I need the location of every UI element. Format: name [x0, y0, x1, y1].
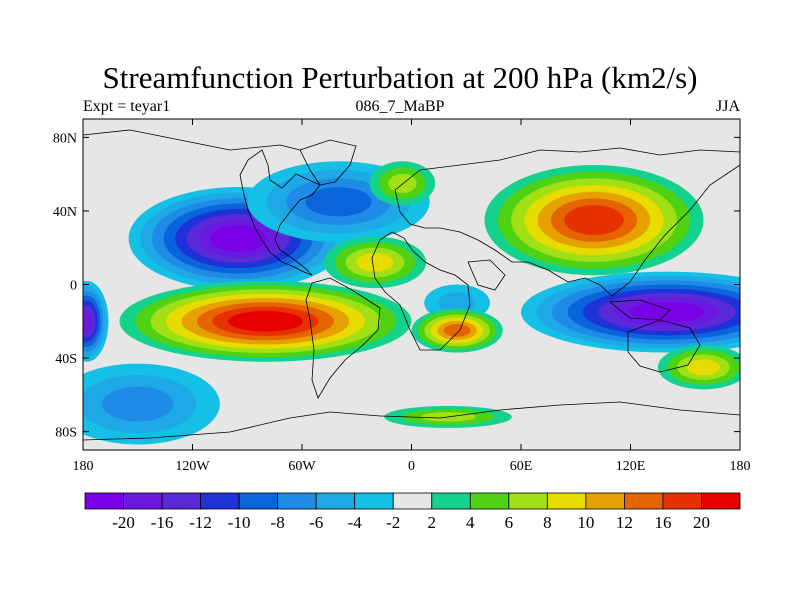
x-tick-label: 60W: [288, 459, 316, 474]
coast-eurasia: [394, 147, 740, 297]
colorbar-label: 12: [616, 513, 633, 532]
colorbar-label: -12: [189, 513, 212, 532]
map-title: Streamfunction Perturbation at 200 hPa (…: [102, 60, 698, 95]
field-contour-5-1: [438, 292, 477, 314]
y-tick-label: 40N: [53, 205, 77, 220]
colorbar-swatch: [662, 492, 702, 510]
colorbar: -20 -16 -12 -10 -8 -6 -4 -2 2 4 6 8 10 12 16 20: [84, 492, 741, 532]
colorbar-swatch: [161, 492, 201, 510]
x-tick-label: 180: [730, 459, 751, 474]
field-contour-10-3: [356, 253, 394, 272]
field-contour-9-2: [388, 173, 417, 193]
field-contour-0-7: [210, 225, 267, 252]
field-contour-8-5: [443, 324, 471, 337]
colorbar-label: -20: [112, 513, 135, 532]
season-label: JJA: [715, 98, 740, 115]
colorbar-label: 20: [693, 513, 710, 532]
map-axes: 180 120W 60W 0 60E 120E 180 80N 40N 0 40S 80S: [53, 119, 751, 474]
coast-greenland: [299, 139, 357, 186]
colorbar-label: 8: [543, 513, 552, 532]
field-contour-1-3: [305, 187, 372, 217]
coast-arctic: [83, 129, 301, 151]
field-contour-7-7: [228, 310, 303, 332]
y-tick-label: 80N: [53, 131, 77, 146]
colorbar-label: -4: [348, 513, 363, 532]
coast-australia: [627, 319, 701, 373]
colorbar-swatch: [200, 492, 240, 510]
colorbar-label: -6: [309, 513, 323, 532]
colorbar-label: 16: [654, 513, 671, 532]
colorbar-swatch: [354, 492, 394, 510]
colorbar-label: 4: [466, 513, 475, 532]
colorbar-swatch: [392, 492, 433, 510]
colorbar-label: -2: [386, 513, 400, 532]
coast-antarctica: [83, 401, 740, 441]
colorbar-label: -16: [151, 513, 174, 532]
colorbar-swatch: [84, 492, 124, 510]
colorbar-swatch: [315, 492, 356, 510]
x-tick-label: 180: [73, 459, 94, 474]
x-tick-label: 0: [408, 459, 415, 474]
coast-south-america: [305, 277, 381, 399]
field-contour-3-6: [83, 310, 93, 333]
coast-north-america: [239, 149, 321, 276]
colorbar-label: -8: [271, 513, 285, 532]
coast-africa: [371, 231, 471, 351]
colorbar-swatch: [277, 492, 317, 510]
colorbar-label: 6: [505, 513, 514, 532]
colorbar-swatch: [546, 492, 587, 510]
y-tick-label: 40S: [55, 352, 77, 367]
field-contour-6-6: [564, 205, 624, 236]
field-contour-4-7: [629, 301, 705, 323]
coast-arabia: [467, 259, 506, 291]
colorbar-swatch: [469, 492, 510, 510]
colorbar-swatch: [585, 492, 625, 510]
period-label: 086_7_MaBP: [355, 98, 445, 115]
x-tick-label: 60E: [510, 459, 533, 474]
coastlines: [83, 129, 740, 441]
colorbar-label: 2: [428, 513, 437, 532]
colorbar-label: -10: [228, 513, 251, 532]
y-tick-label: 80S: [55, 426, 77, 441]
x-tick-label: 120W: [175, 459, 210, 474]
colorbar-swatch: [123, 492, 163, 510]
colorbar-swatch: [624, 492, 664, 510]
colorbar-label: 10: [577, 513, 594, 532]
field-contour-11-3: [686, 359, 721, 376]
y-tick-label: 0: [70, 279, 77, 294]
coast-indonesia: [608, 299, 671, 321]
experiment-label: Expt = teyar1: [83, 98, 171, 115]
colorbar-swatch: [238, 492, 279, 510]
colorbar-swatch: [508, 492, 548, 510]
colorbar-swatch: [701, 492, 741, 510]
field-contour-2-2: [102, 386, 174, 422]
colorbar-swatch: [431, 492, 471, 510]
x-tick-label: 120E: [616, 459, 646, 474]
